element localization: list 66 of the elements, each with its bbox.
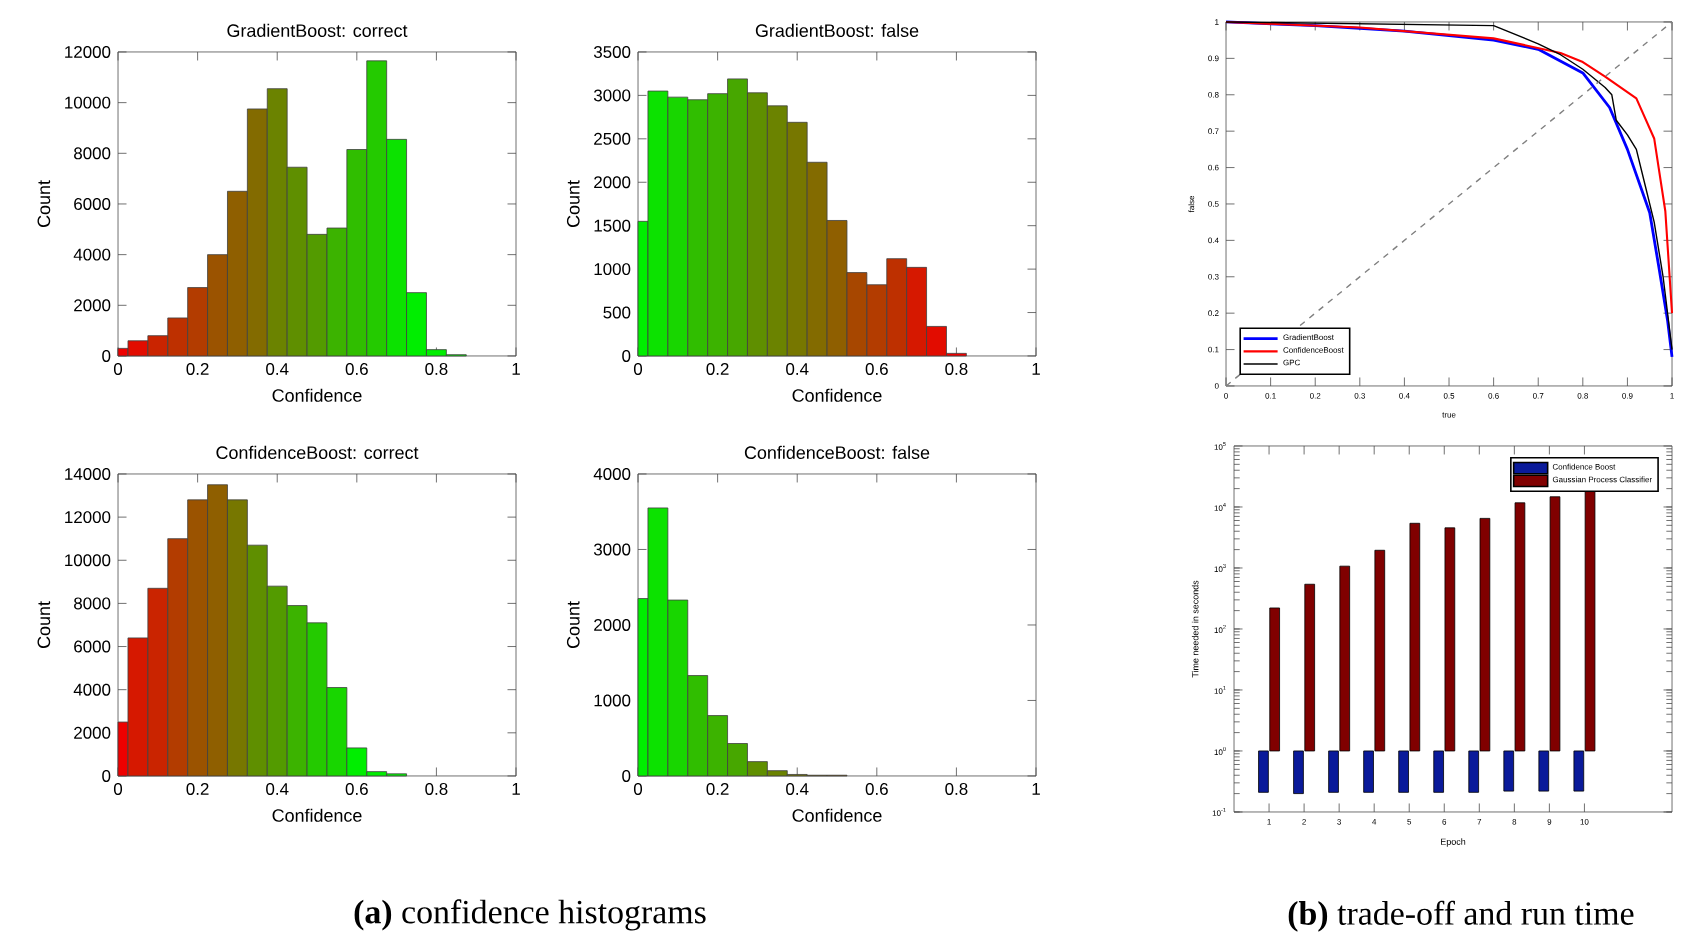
x-tick-label: 0.6 <box>865 363 888 375</box>
y-tick-label: 2000 <box>594 176 631 189</box>
y-tick-label: 2000 <box>74 299 111 312</box>
chart-title: GradientBoost: false <box>755 23 919 37</box>
x-tick-label: 0.4 <box>266 783 289 795</box>
x-tick-label: 0.4 <box>786 783 809 795</box>
y-tick-label: 500 <box>603 306 631 319</box>
y-axis-title: Count <box>566 180 580 227</box>
x-tick-label: 0.6 <box>865 783 888 795</box>
x-tick-label: 0.6 <box>345 783 368 795</box>
x-axis-title: Confidence <box>272 808 362 822</box>
x-tick-label: 0.8 <box>945 363 968 375</box>
y-tick-label: 0 <box>622 349 631 362</box>
x-tick-label: 0.8 <box>945 783 968 795</box>
x-axis-title: Confidence <box>792 388 882 402</box>
x-tick-label: 0.4 <box>786 363 809 375</box>
y-tick-label: 0 <box>102 349 111 362</box>
x-tick-label: 1 <box>512 363 520 375</box>
y-tick-label: 12000 <box>65 511 111 524</box>
y-tick-label: 4000 <box>73 683 111 696</box>
y-tick-label: 10000 <box>65 96 111 109</box>
x-tick-label: 0 <box>113 783 123 795</box>
y-tick-label: 12000 <box>65 45 111 58</box>
y-tick-label: 3500 <box>593 45 631 58</box>
y-tick-label: 4000 <box>593 467 631 480</box>
y-tick-label: 3000 <box>593 89 631 102</box>
x-tick-label: 0.2 <box>186 363 209 375</box>
y-tick-label: 2000 <box>74 726 111 739</box>
y-tick-label: 6000 <box>74 640 111 653</box>
x-tick-label: 0.6 <box>345 363 368 375</box>
y-tick-label: 10000 <box>65 554 111 567</box>
x-axis-title: Confidence <box>792 808 882 822</box>
text: (a) confidence histograms <box>354 899 706 931</box>
y-tick-label: 8000 <box>74 147 111 160</box>
y-tick-label: 4000 <box>73 248 111 261</box>
y-tick-label: 1000 <box>594 694 631 707</box>
x-tick-label: 0 <box>633 783 643 795</box>
x-tick-label: 1 <box>512 783 520 795</box>
y-tick-label: 8000 <box>74 597 111 610</box>
x-tick-label: 1 <box>1032 783 1040 795</box>
y-tick-label: 3000 <box>593 543 631 556</box>
x-tick-label: 0.2 <box>706 363 729 375</box>
x-tick-label: 0.2 <box>706 783 729 795</box>
y-axis-title: Count <box>37 601 51 648</box>
chart-title: GradientBoost: correct <box>227 23 408 37</box>
y-tick-label: 2000 <box>594 618 631 631</box>
chart-title: ConfidenceBoost: false <box>744 445 930 459</box>
y-axis-title: Count <box>566 601 580 648</box>
y-tick-label: 0 <box>102 769 111 782</box>
x-tick-label: 0.8 <box>425 363 448 375</box>
x-tick-label: 0.4 <box>266 363 289 375</box>
x-tick-label: 0.2 <box>186 783 209 795</box>
y-axis-title: Count <box>37 180 51 227</box>
text: (b) trade-off and run time <box>1288 900 1634 932</box>
y-tick-label: 1000 <box>594 263 631 276</box>
x-tick-label: 1 <box>1032 363 1040 375</box>
y-tick-label: 2500 <box>594 132 631 145</box>
x-axis-title: Confidence <box>272 388 362 402</box>
y-tick-label: 14000 <box>65 467 111 480</box>
y-tick-label: 1500 <box>594 219 631 232</box>
x-tick-label: 0 <box>633 363 643 375</box>
x-tick-label: 0 <box>113 363 123 375</box>
y-tick-label: 6000 <box>74 197 111 210</box>
x-tick-label: 0.8 <box>425 783 448 795</box>
chart-title: ConfidenceBoost: correct <box>216 445 419 459</box>
y-tick-label: 0 <box>622 769 631 782</box>
